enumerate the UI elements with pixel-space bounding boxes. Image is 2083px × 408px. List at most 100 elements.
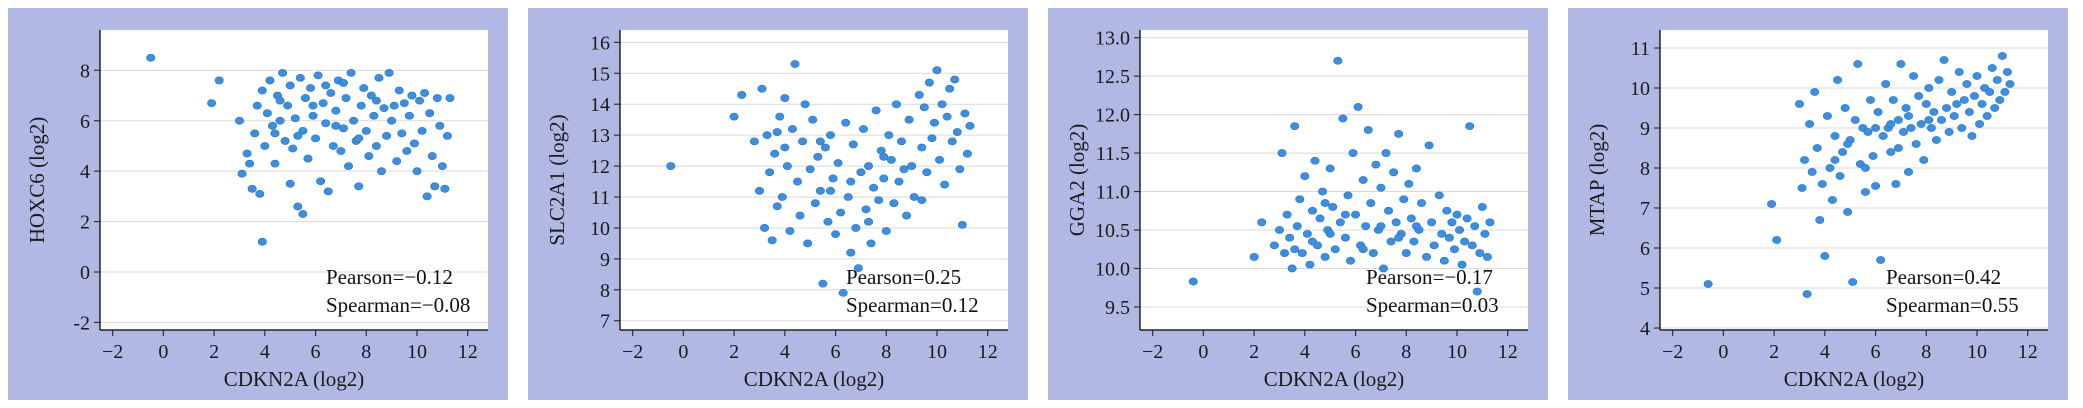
- data-point: [2005, 80, 2015, 88]
- data-point: [917, 196, 927, 205]
- data-point: [1257, 218, 1267, 227]
- data-point: [1982, 112, 1992, 120]
- data-point: [1307, 206, 1317, 215]
- panel-gga2: 9.5 10.0 10.5 11.0 11.5 12.0 12.5 13.0 −2 0 2 4 6 8 10…: [1048, 8, 1548, 400]
- x-axis-label: CDKN2A (log2): [1784, 367, 1925, 391]
- data-point: [293, 202, 303, 211]
- scatter-slc2a1: 7 8 9 10 11 12 13 14 15 16 −2 0 2 4 6 8 10 12 CDKN2A (log2…: [545, 30, 1008, 391]
- data-point: [430, 182, 440, 191]
- panel-mtap: 4 5 6 7 8 9 10 11 −2 0 2 4 6 8 10 12 CDKN2A (log2) MTAP (…: [1568, 8, 2068, 400]
- data-point: [1361, 222, 1371, 231]
- x-tick-label: 8: [1401, 341, 1411, 363]
- data-point: [1348, 149, 1358, 157]
- data-point: [412, 167, 422, 176]
- data-point: [252, 101, 262, 110]
- data-point: [354, 134, 364, 143]
- data-point: [257, 86, 267, 95]
- data-point: [267, 121, 277, 130]
- data-point: [1429, 241, 1439, 250]
- data-point: [894, 177, 904, 186]
- data-point: [1929, 108, 1939, 116]
- data-point: [815, 186, 825, 195]
- data-point: [392, 157, 402, 165]
- plot-area: [620, 30, 1008, 330]
- plot-area: [1140, 30, 1528, 330]
- pearson-stat: Pearson=−0.17: [1366, 265, 1493, 289]
- x-tick-label: 8: [881, 341, 891, 363]
- y-tick-label: 4: [1640, 318, 1650, 340]
- x-tick-label: 6: [1351, 341, 1361, 363]
- data-point: [1891, 180, 1901, 188]
- data-point: [1833, 76, 1843, 84]
- data-point: [1353, 103, 1363, 111]
- y-tick-label: 7: [600, 311, 610, 333]
- data-point: [1916, 120, 1926, 128]
- x-tick-label: 12: [978, 341, 998, 363]
- data-point: [255, 189, 265, 198]
- y-tick-label: 0: [80, 262, 90, 284]
- data-point: [1802, 290, 1812, 298]
- data-point: [1906, 124, 1916, 132]
- data-point: [1797, 184, 1807, 192]
- y-tick-label: 9: [600, 249, 610, 271]
- data-point: [1368, 249, 1378, 257]
- data-point: [907, 162, 917, 170]
- data-point: [1990, 104, 2000, 112]
- y-tick-label: 8: [1640, 158, 1650, 180]
- x-tick-label: −2: [622, 341, 643, 363]
- data-point: [820, 143, 830, 152]
- data-point: [945, 84, 955, 93]
- data-point: [338, 124, 348, 133]
- data-point: [962, 149, 972, 158]
- data-point: [1881, 80, 1891, 88]
- data-point: [265, 76, 275, 85]
- data-point: [896, 137, 906, 146]
- data-point: [1914, 92, 1924, 100]
- data-point: [407, 91, 417, 100]
- data-point: [389, 101, 399, 110]
- data-point: [1919, 156, 1929, 164]
- data-point: [318, 99, 328, 108]
- data-point: [950, 75, 960, 84]
- data-point: [952, 128, 962, 136]
- data-point: [942, 112, 952, 121]
- data-point: [1399, 195, 1409, 204]
- data-point: [1335, 218, 1345, 227]
- data-point: [1376, 222, 1386, 231]
- data-point: [397, 129, 407, 138]
- data-point: [1439, 256, 1449, 265]
- data-point: [402, 147, 412, 155]
- data-point: [278, 68, 288, 77]
- y-tick-label: 11.5: [1096, 143, 1130, 165]
- data-point: [1470, 222, 1480, 231]
- data-point: [798, 137, 808, 146]
- data-point: [432, 94, 442, 102]
- data-point: [1394, 129, 1404, 138]
- data-point: [795, 211, 805, 220]
- data-point: [1873, 108, 1883, 116]
- x-tick-label: 12: [1498, 341, 1518, 363]
- data-point: [1850, 116, 1860, 124]
- data-point: [298, 126, 308, 135]
- data-point: [1460, 237, 1470, 246]
- data-point: [331, 106, 341, 115]
- data-point: [843, 193, 853, 201]
- data-point: [803, 239, 813, 248]
- data-point: [1843, 140, 1853, 148]
- x-axis-label: CDKN2A (log2): [224, 367, 365, 391]
- data-point: [1363, 126, 1373, 134]
- data-point: [848, 140, 858, 149]
- y-tick-label: 11.0: [1096, 182, 1130, 204]
- data-point: [1351, 210, 1361, 219]
- data-point: [399, 99, 409, 108]
- data-point: [371, 142, 381, 150]
- y-tick-label: 12: [590, 156, 610, 178]
- data-point: [760, 224, 770, 232]
- data-point: [354, 182, 364, 191]
- data-point: [1358, 176, 1368, 184]
- data-point: [1838, 148, 1848, 156]
- data-point: [1315, 214, 1325, 223]
- data-point: [1893, 144, 1903, 152]
- data-point: [1404, 179, 1414, 188]
- data-point: [1898, 128, 1908, 136]
